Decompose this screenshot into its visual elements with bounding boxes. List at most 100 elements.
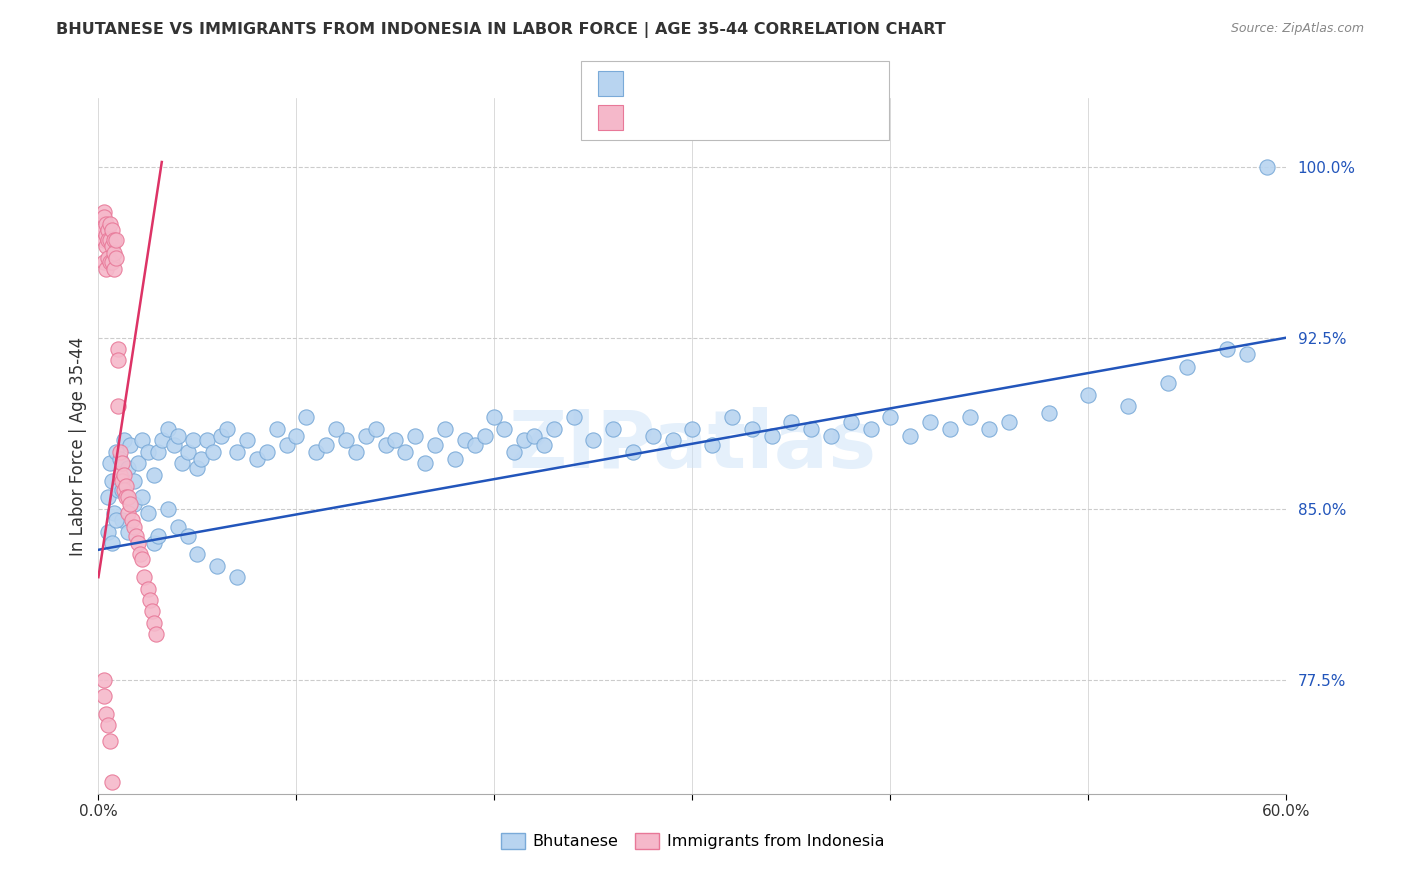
Point — [150, 434, 173, 448]
Point — [108, 467, 131, 482]
Point — [97, 718, 120, 732]
Text: 0.377: 0.377 — [665, 76, 716, 91]
Point — [103, 233, 125, 247]
Point — [183, 434, 205, 448]
Point — [325, 422, 347, 436]
Point — [145, 627, 167, 641]
Point — [959, 410, 981, 425]
Point — [111, 456, 134, 470]
Point — [285, 428, 308, 442]
Point — [111, 513, 134, 527]
Point — [93, 205, 115, 219]
Point — [108, 444, 131, 458]
Y-axis label: In Labor Force | Age 35-44: In Labor Force | Age 35-44 — [69, 336, 87, 556]
Point — [98, 233, 121, 247]
Point — [96, 227, 118, 242]
Point — [266, 422, 288, 436]
Point — [454, 434, 477, 448]
Point — [112, 483, 135, 498]
Point — [101, 475, 124, 489]
Point — [96, 262, 118, 277]
Point — [562, 410, 585, 425]
Point — [1256, 160, 1278, 174]
Point — [702, 438, 724, 452]
Point — [226, 570, 249, 584]
Point — [217, 422, 239, 436]
Point — [202, 444, 225, 458]
Point — [122, 520, 145, 534]
Point — [107, 399, 129, 413]
Point — [115, 491, 138, 505]
Point — [898, 428, 921, 442]
Point — [127, 536, 149, 550]
Point — [117, 524, 139, 539]
Point — [136, 444, 159, 458]
Point — [423, 438, 446, 452]
Point — [105, 233, 128, 247]
Point — [96, 217, 118, 231]
Point — [93, 673, 115, 687]
Point — [1177, 360, 1199, 375]
Point — [939, 422, 962, 436]
Point — [125, 529, 148, 543]
Point — [112, 434, 135, 448]
Point — [335, 434, 357, 448]
Point — [146, 529, 169, 543]
Point — [112, 467, 135, 482]
Point — [513, 434, 536, 448]
Legend: Bhutanese, Immigrants from Indonesia: Bhutanese, Immigrants from Indonesia — [495, 826, 890, 855]
Point — [117, 460, 139, 475]
Point — [404, 428, 426, 442]
Point — [1116, 399, 1139, 413]
Point — [413, 456, 436, 470]
Point — [97, 223, 120, 237]
Point — [136, 582, 159, 596]
Point — [246, 451, 269, 466]
Point — [533, 438, 555, 452]
Point — [93, 689, 115, 703]
Point — [920, 415, 942, 429]
Point — [142, 467, 165, 482]
Point — [394, 444, 416, 458]
Text: ZIPatlas: ZIPatlas — [509, 407, 876, 485]
Point — [582, 434, 605, 448]
Text: N =: N = — [721, 76, 758, 91]
Point — [1038, 406, 1060, 420]
Point — [166, 428, 188, 442]
Point — [139, 593, 162, 607]
Point — [344, 444, 367, 458]
Point — [98, 217, 121, 231]
Point — [91, 217, 114, 231]
Point — [879, 410, 901, 425]
Point — [93, 255, 115, 269]
Point — [93, 210, 115, 224]
Point — [103, 262, 125, 277]
Point — [433, 422, 456, 436]
Point — [97, 524, 120, 539]
Point — [166, 520, 188, 534]
Point — [156, 501, 179, 516]
Text: N =: N = — [721, 110, 758, 125]
Point — [1236, 346, 1258, 360]
Point — [190, 451, 212, 466]
Point — [621, 444, 644, 458]
Point — [1077, 387, 1099, 401]
Point — [101, 223, 124, 237]
Point — [98, 734, 121, 748]
Point — [117, 491, 139, 505]
Point — [142, 615, 165, 630]
Point — [186, 547, 208, 561]
Point — [131, 434, 153, 448]
Point — [384, 434, 406, 448]
Point — [641, 428, 664, 442]
Point — [103, 246, 125, 260]
Point — [305, 444, 328, 458]
Point — [276, 438, 298, 452]
Point — [295, 410, 318, 425]
Point — [111, 483, 134, 498]
Point — [96, 239, 118, 253]
Point — [122, 475, 145, 489]
Point — [131, 491, 153, 505]
Point — [236, 434, 259, 448]
Point — [780, 415, 803, 429]
